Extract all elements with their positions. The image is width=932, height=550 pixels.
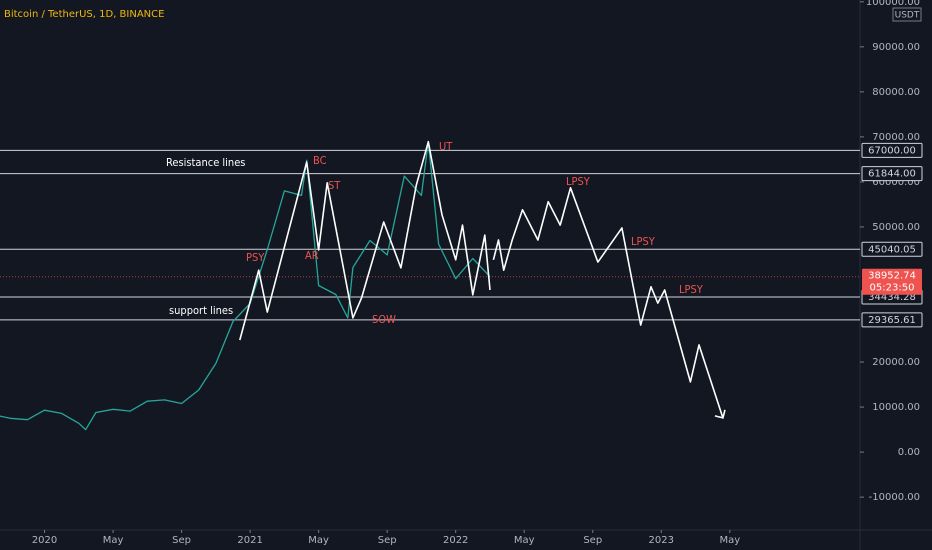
y-tick-label: 70000.00 (872, 132, 920, 143)
x-tick-label: 2023 (649, 535, 674, 546)
price-line (492, 187, 724, 419)
level-label: 29365.61 (868, 315, 916, 326)
x-tick-label: 2020 (32, 535, 57, 546)
annotation: LPSY (566, 175, 591, 188)
y-tick-label: 100000.00 (866, 0, 920, 8)
price-line (239, 141, 491, 341)
last-price-label: 38952.74 (868, 271, 916, 282)
annotation: AR (305, 249, 319, 262)
annotation: LPSY (679, 283, 704, 296)
x-tick-label: May (719, 535, 740, 546)
y-tick-label: 0.00 (898, 447, 920, 458)
level-label-box (861, 312, 923, 328)
x-tick-label: 2021 (237, 535, 262, 546)
x-tick-label: Sep (378, 535, 397, 546)
level-label-box (861, 142, 923, 158)
x-tick-label: 2022 (443, 535, 468, 546)
level-label-box (861, 241, 923, 257)
x-tick-label: May (103, 535, 124, 546)
level-label-box (861, 166, 923, 182)
x-tick-label: Sep (583, 535, 602, 546)
annotation: UT (439, 140, 453, 153)
price-line (0, 140, 491, 431)
level-label: 61844.00 (868, 169, 916, 180)
annotation: SOW (372, 313, 396, 326)
level-label: 67000.00 (868, 145, 916, 156)
countdown-label: 05:23:50 (870, 283, 915, 294)
x-tick-label: May (514, 535, 535, 546)
level-label: 34434.28 (868, 292, 916, 303)
arrow-head (714, 409, 726, 419)
y-tick-label: 80000.00 (872, 87, 920, 98)
annotation: PSY (246, 251, 265, 264)
y-tick-label: 90000.00 (872, 42, 920, 53)
annotation: support lines (169, 304, 233, 317)
annotation: BC (313, 154, 327, 167)
y-tick-label: 10000.00 (872, 402, 920, 413)
currency-box (892, 7, 922, 22)
y-tick-label: 60000.00 (872, 177, 920, 188)
currency: USDT (895, 11, 920, 21)
y-tick-label: 20000.00 (872, 357, 920, 368)
last-price-box (862, 268, 922, 295)
y-tick-label: 50000.00 (872, 222, 920, 233)
level-label: 45040.05 (868, 244, 916, 255)
x-tick-label: May (308, 535, 329, 546)
annotation: Resistance lines (166, 156, 245, 169)
chart-title: Bitcoin / TetherUS, 1D, BINANCE (4, 9, 164, 20)
annotation: LPSY (631, 235, 656, 248)
y-tick-label: -10000.00 (869, 492, 920, 503)
annotation: ST (328, 179, 341, 192)
x-tick-label: Sep (172, 535, 191, 546)
